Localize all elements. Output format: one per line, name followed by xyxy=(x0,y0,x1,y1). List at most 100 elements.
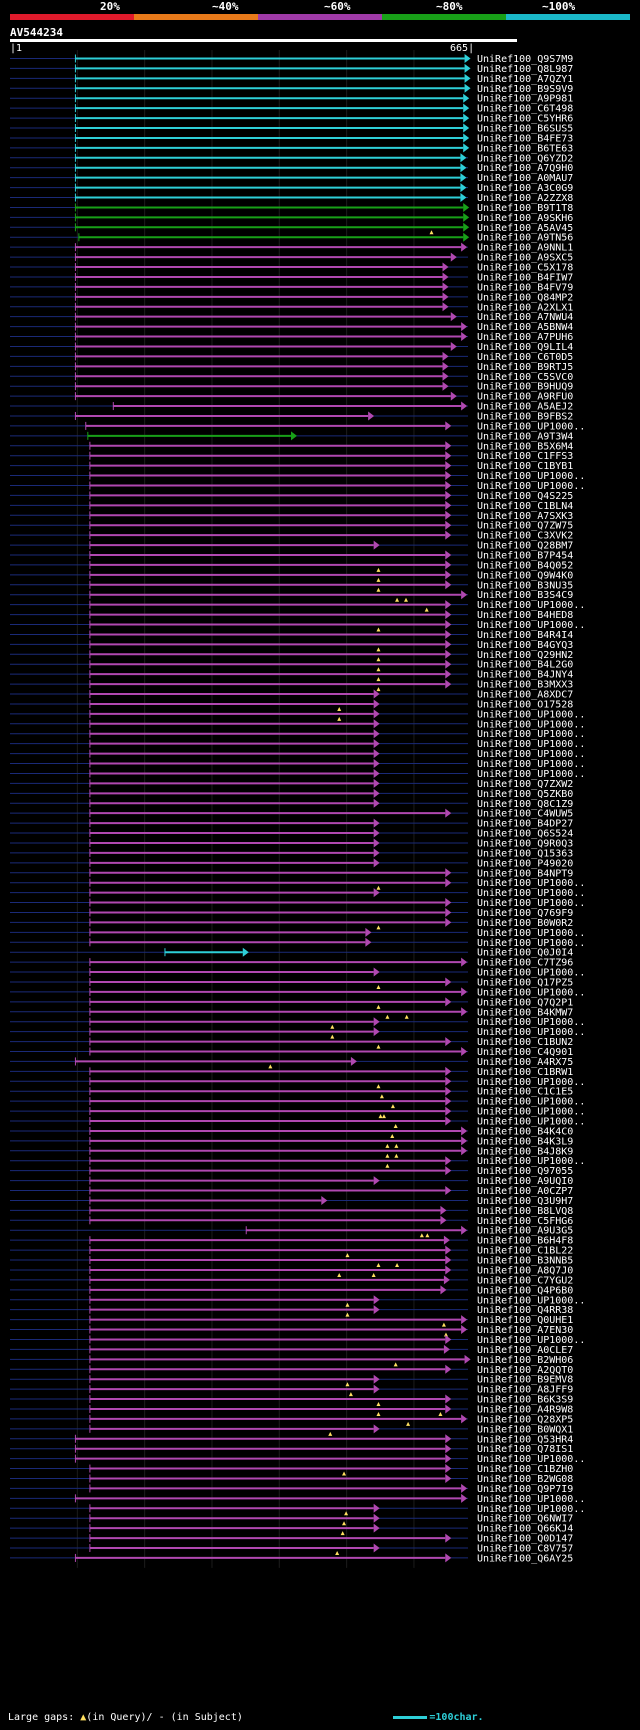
gap-marker xyxy=(345,1253,349,1257)
hit-arrow xyxy=(374,1524,380,1533)
hit-arrow xyxy=(463,233,469,242)
hit-arrow xyxy=(374,739,380,748)
hit-arrow xyxy=(463,124,469,133)
hit-arrow xyxy=(351,1057,357,1066)
hit-arrow xyxy=(440,1206,446,1215)
hit-arrow xyxy=(445,908,451,917)
hit-arrow xyxy=(461,1325,467,1334)
gap-marker xyxy=(376,1045,380,1049)
hit-arrow xyxy=(445,1097,451,1106)
hit-arrow xyxy=(445,650,451,659)
hit-arrow xyxy=(374,769,380,778)
hit-arrow xyxy=(445,868,451,877)
gap-marker xyxy=(335,1551,339,1555)
hit-arrow xyxy=(465,84,471,93)
legend-label: ~60% xyxy=(324,0,351,13)
hit-arrow xyxy=(445,560,451,569)
gap-marker xyxy=(337,707,341,711)
hit-arrow xyxy=(445,1553,451,1562)
gap-marker xyxy=(345,1303,349,1307)
gap-marker xyxy=(391,1104,395,1108)
footer-query-text: (in Query)/ xyxy=(86,1712,152,1723)
gap-marker xyxy=(442,1323,446,1327)
hit-arrow xyxy=(443,263,449,272)
hit-arrow xyxy=(463,223,469,232)
gap-marker xyxy=(376,677,380,681)
hit-arrow xyxy=(460,193,466,202)
hit-arrow xyxy=(374,719,380,728)
hit-arrow xyxy=(445,1077,451,1086)
hit-arrow xyxy=(445,997,451,1006)
hit-arrow xyxy=(444,1275,450,1284)
gap-marker xyxy=(376,1402,380,1406)
hit-arrow xyxy=(321,1196,327,1205)
hit-arrow xyxy=(460,153,466,162)
gap-marker xyxy=(395,598,399,602)
hit-arrow xyxy=(445,1335,451,1344)
gap-marker xyxy=(376,687,380,691)
hit-arrow xyxy=(374,1017,380,1026)
legend-label: ~100% xyxy=(542,0,575,13)
hit-arrow xyxy=(374,1544,380,1553)
hit-arrow xyxy=(374,1424,380,1433)
hit-arrow xyxy=(463,143,469,152)
hit-arrow xyxy=(463,213,469,222)
hit-arrow xyxy=(461,987,467,996)
gap-marker xyxy=(342,1472,346,1476)
hit-arrow xyxy=(445,630,451,639)
hit-arrow xyxy=(465,64,471,73)
hit-arrow xyxy=(445,1117,451,1126)
hit-arrow xyxy=(445,1166,451,1175)
hit-label: UniRef100_Q6AY25 xyxy=(477,1553,573,1564)
hit-arrow xyxy=(463,94,469,103)
hit-arrow xyxy=(445,809,451,818)
gap-marker xyxy=(376,925,380,929)
hit-arrow xyxy=(445,580,451,589)
hit-arrow xyxy=(445,521,451,530)
hit-arrow xyxy=(445,1444,451,1453)
hit-arrow xyxy=(443,272,449,281)
gap-marker xyxy=(376,667,380,671)
hit-arrow xyxy=(374,709,380,718)
gap-marker xyxy=(341,1531,345,1535)
hit-arrow xyxy=(374,858,380,867)
hit-arrow xyxy=(463,114,469,123)
hit-arrow xyxy=(443,302,449,311)
hit-arrow xyxy=(374,779,380,788)
hit-arrow xyxy=(374,1176,380,1185)
hit-arrow xyxy=(460,173,466,182)
hit-arrow xyxy=(445,481,451,490)
hit-arrow xyxy=(445,1365,451,1374)
hit-arrow xyxy=(445,1464,451,1473)
hit-arrow xyxy=(444,1345,450,1354)
gap-marker xyxy=(330,1035,334,1039)
hit-arrow xyxy=(461,1315,467,1324)
gap-marker xyxy=(328,1432,332,1436)
hit-arrow xyxy=(445,1474,451,1483)
hit-arrow xyxy=(443,382,449,391)
hit-arrow xyxy=(445,451,451,460)
hit-arrow xyxy=(463,133,469,142)
hit-arrow xyxy=(445,1395,451,1404)
gap-subject-marker-icon: - xyxy=(159,1712,165,1723)
gap-marker xyxy=(376,647,380,651)
gap-marker xyxy=(394,1144,398,1148)
hit-arrow xyxy=(291,431,297,440)
hit-arrow xyxy=(461,332,467,341)
hit-arrow xyxy=(374,848,380,857)
hit-arrow xyxy=(445,511,451,520)
gap-marker xyxy=(345,1313,349,1317)
hit-arrow xyxy=(445,1107,451,1116)
hit-arrow xyxy=(374,729,380,738)
gap-marker xyxy=(425,1233,429,1237)
hit-arrow xyxy=(445,1087,451,1096)
hit-arrow xyxy=(243,948,249,957)
hit-arrow xyxy=(443,362,449,371)
hit-arrow xyxy=(443,352,449,361)
gap-marker xyxy=(344,1511,348,1515)
gap-marker xyxy=(429,230,433,234)
legend-label: ~40% xyxy=(212,0,239,13)
hit-arrow xyxy=(461,1126,467,1135)
gap-marker xyxy=(425,608,429,612)
hit-arrow xyxy=(445,461,451,470)
